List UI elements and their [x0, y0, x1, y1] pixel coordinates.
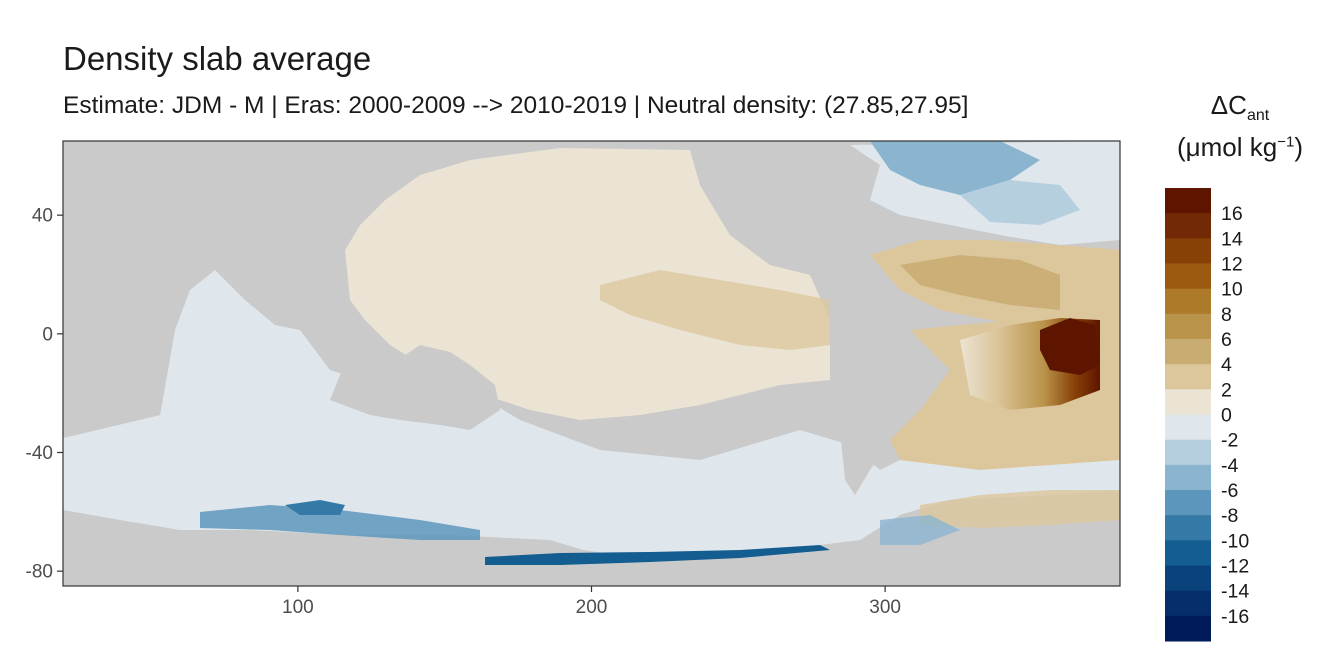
labrador-sea: [960, 180, 1080, 225]
legend-color-swatch: [1165, 490, 1211, 516]
legend-color-swatch: [1165, 213, 1211, 239]
legend-break-label: 6: [1221, 329, 1232, 351]
pacific-band: [600, 270, 830, 350]
legend-color-swatch: [1165, 288, 1211, 315]
y-tick-label: 0: [42, 324, 53, 345]
legend-color-swatch: [1165, 188, 1211, 214]
legend-break-label: -16: [1221, 606, 1249, 628]
legend-unit-sup: −1: [1277, 133, 1295, 151]
legend-break-label: 4: [1221, 354, 1232, 376]
legend-title: ΔCant (μmol kg−1): [1150, 86, 1330, 167]
legend-color-swatch: [1165, 313, 1211, 340]
y-tick-label: 40: [32, 206, 53, 227]
chart-title: Density slab average: [63, 40, 372, 77]
legend-color-swatch: [1165, 389, 1211, 415]
x-axis: 100 200 300: [282, 586, 901, 618]
pacific-ocean: [345, 148, 830, 420]
legend-break-label: -10: [1221, 530, 1249, 552]
x-tick-label: 300: [869, 597, 901, 618]
legend-break-label: 0: [1221, 405, 1232, 427]
chart-subtitle: Estimate: JDM - M | Eras: 2000-2009 --> …: [63, 92, 969, 119]
weddell-sea-negative: [880, 515, 960, 545]
map-panel: [63, 141, 1120, 586]
y-tick-label: -40: [26, 443, 53, 464]
asia-land: [80, 141, 470, 290]
x-tick-label: 200: [576, 597, 608, 618]
south-atlantic-maximum: [1040, 318, 1100, 375]
legend-color-swatch: [1165, 515, 1211, 541]
legend-break-label: 12: [1221, 254, 1243, 276]
legend-unit-post: ): [1294, 132, 1303, 163]
legend-title-sub: ant: [1246, 107, 1270, 125]
nordic-seas: [870, 141, 1040, 195]
legend-title-main: ΔC: [1210, 90, 1247, 120]
africa-land: [63, 141, 175, 438]
legend-color-swatch: [1165, 540, 1211, 566]
legend-break-label: -14: [1221, 581, 1249, 603]
legend-color-swatch: [1165, 339, 1211, 365]
legend-color-swatch: [1165, 439, 1211, 466]
legend-color-swatch: [1165, 263, 1211, 290]
legend-color-swatch: [1165, 414, 1211, 441]
legend-color-swatch: [1165, 615, 1211, 642]
antarctic-coastal-negative: [200, 505, 480, 540]
antarctic-deep-negative: [285, 500, 345, 515]
legend-break-label: -8: [1221, 505, 1238, 527]
legend-labels: 16 14 12 10 8 6 4 2 0 -2 -4 -6 -8 -10 -12 -14 -16: [1221, 203, 1249, 628]
legend-unit-pre: (μmol kg: [1177, 132, 1278, 163]
legend-break-label: -2: [1221, 430, 1238, 452]
australia-land: [330, 345, 500, 430]
legend-break-label: 10: [1221, 279, 1243, 301]
legend-color-swatch: [1165, 590, 1211, 617]
legend-colorbar: [1165, 188, 1211, 642]
ross-sea-negative: [485, 545, 830, 565]
legend-color-swatch: [1165, 238, 1211, 264]
x-tick-label: 100: [282, 597, 314, 618]
north-america-land: [690, 145, 880, 265]
legend-break-label: 14: [1221, 228, 1243, 250]
north-atlantic-core: [900, 255, 1060, 310]
y-axis: 40 0 -40 -80: [26, 206, 63, 583]
legend-break-label: 8: [1221, 304, 1232, 326]
legend-break-label: -4: [1221, 455, 1238, 477]
legend-break-label: -6: [1221, 480, 1238, 502]
legend-break-label: -12: [1221, 556, 1249, 578]
y-tick-label: -80: [26, 562, 53, 583]
legend-break-label: 16: [1221, 203, 1243, 225]
legend-color-swatch: [1165, 364, 1211, 390]
legend-color-swatch: [1165, 565, 1211, 592]
legend-color-swatch: [1165, 464, 1211, 491]
weddell-sea-variable: [920, 490, 1120, 528]
legend-break-label: 2: [1221, 379, 1232, 401]
